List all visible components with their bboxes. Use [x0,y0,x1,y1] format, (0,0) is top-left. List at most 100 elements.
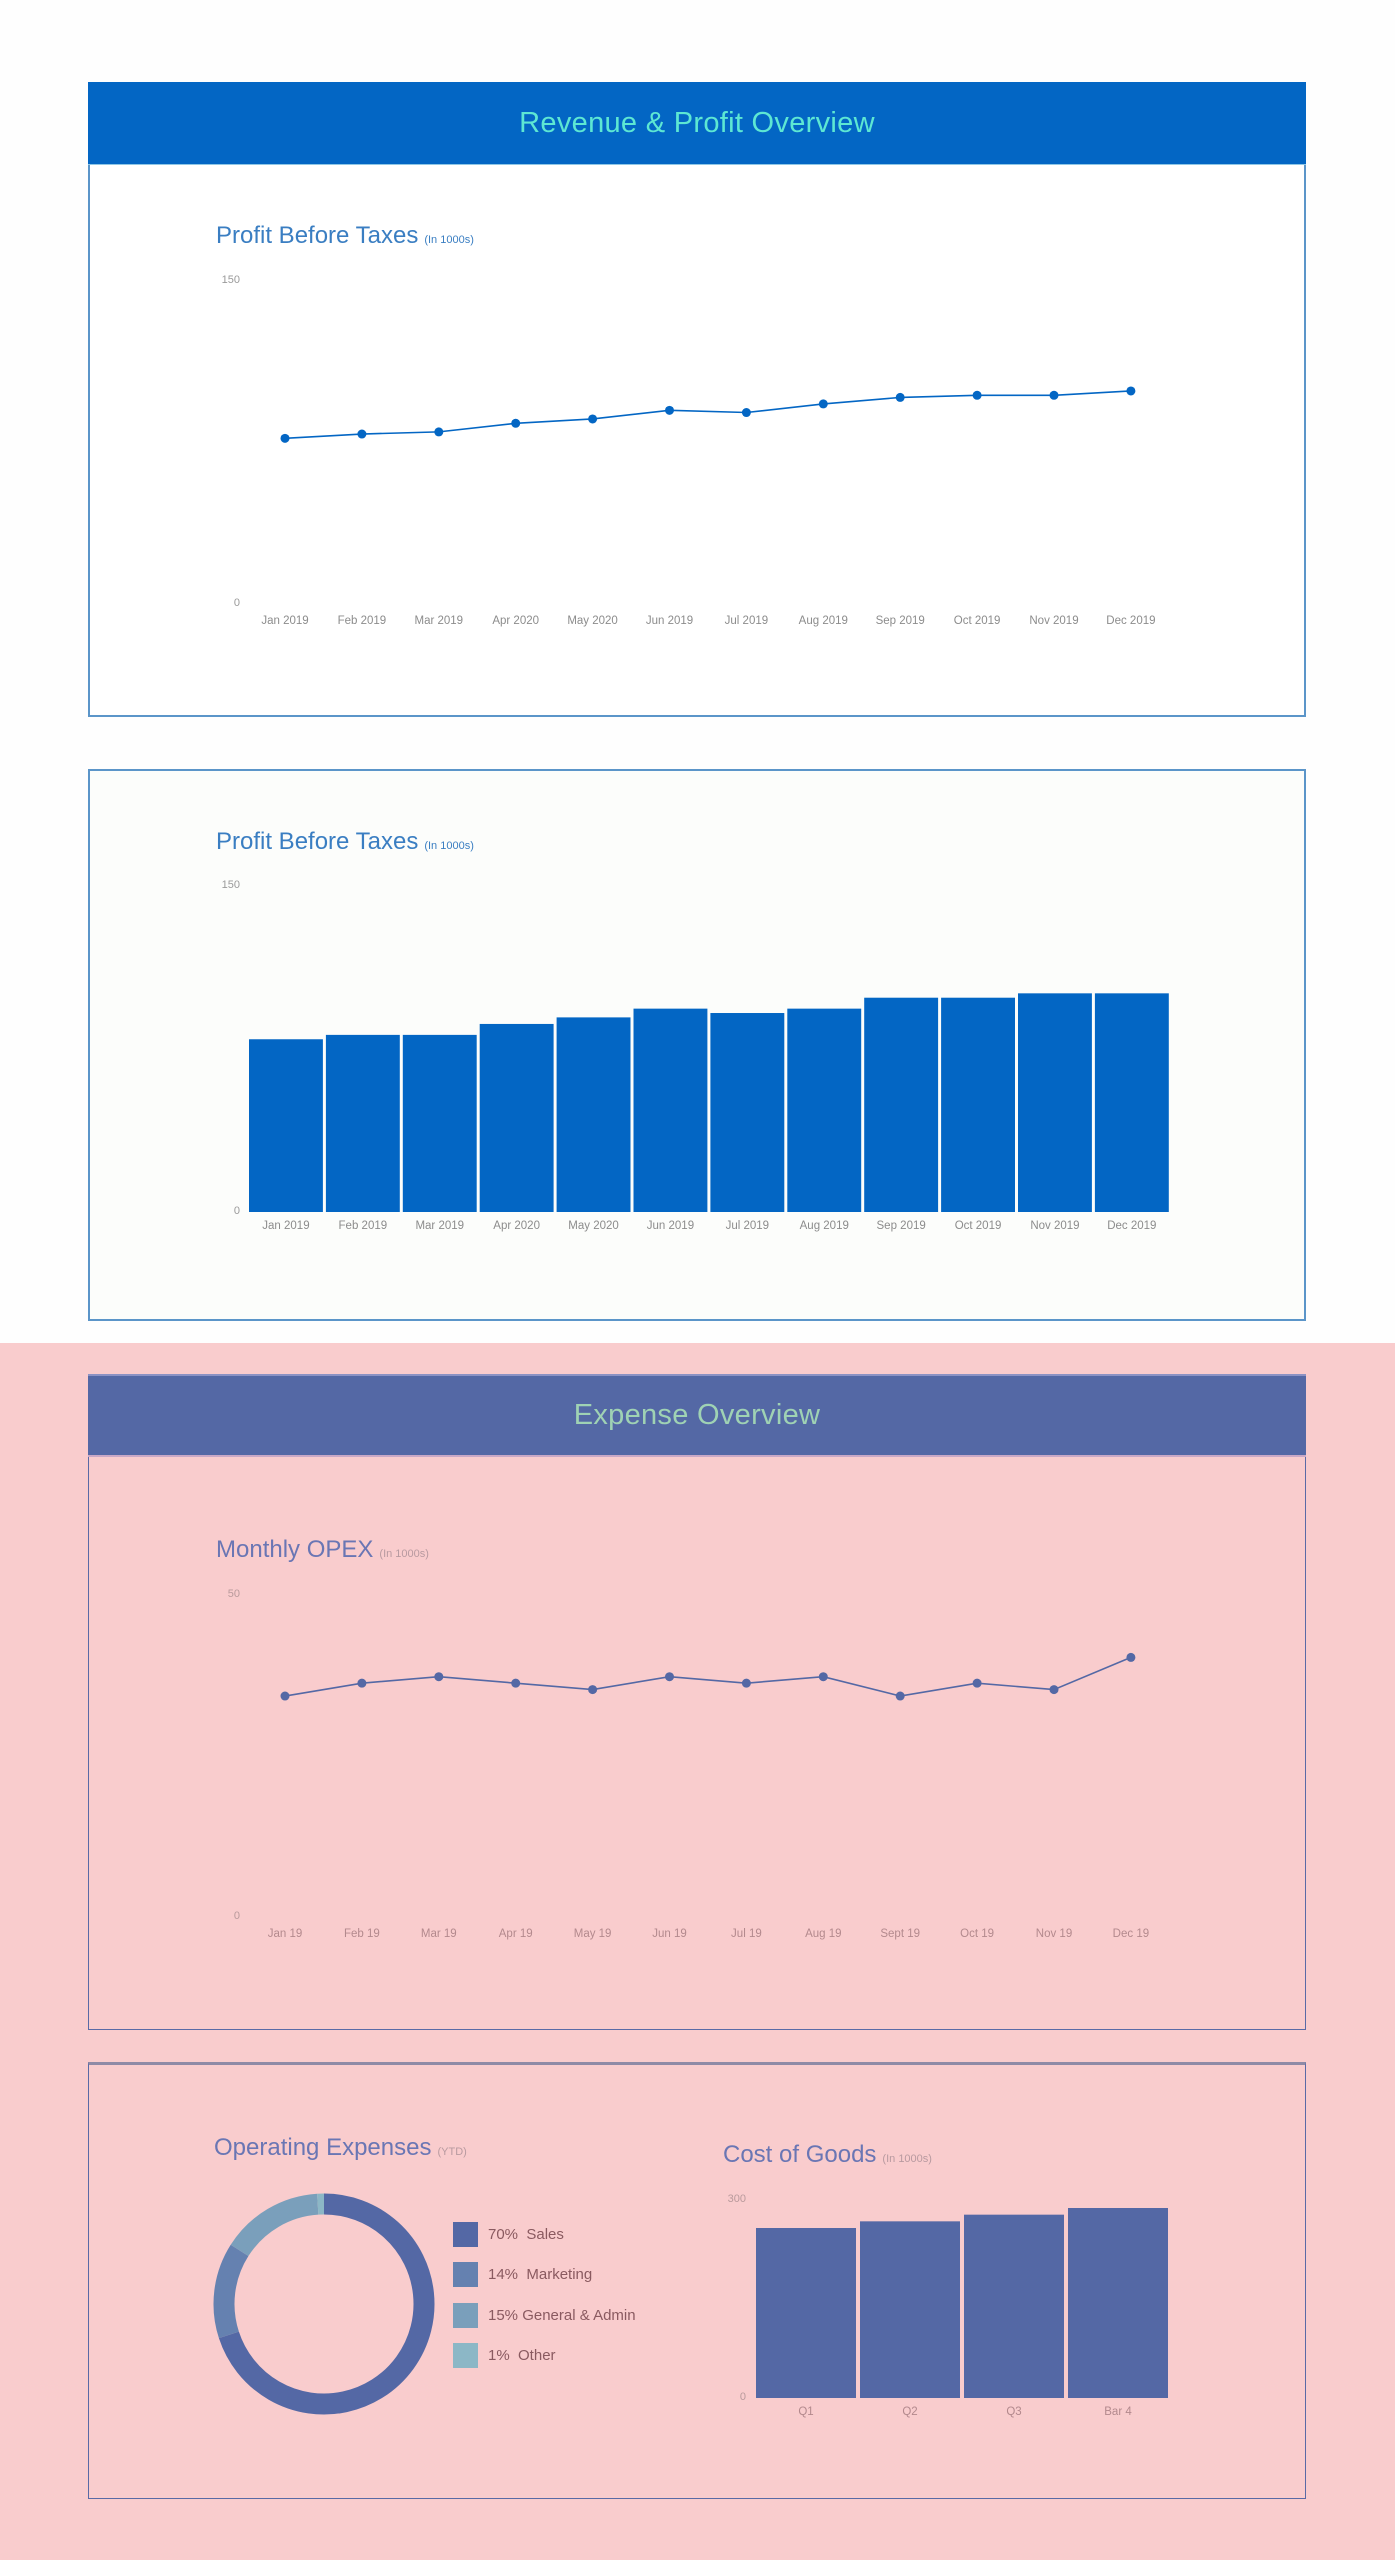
cogs-chart-title: Cost of Goods (In 1000s) [723,2141,932,2168]
data-point[interactable] [1049,390,1059,400]
y-axis-max-label: 150 [222,879,240,891]
x-axis-label: Sep 2019 [876,615,925,627]
revenue-line-card [88,82,1306,717]
x-axis-label: Aug 2019 [799,615,848,627]
profit-line-chart: 150 0 Jan 2019 Feb 2019 Mar 2019 Apr 2020 May … [222,274,1156,627]
bar[interactable] [787,1008,862,1212]
data-point[interactable] [511,1678,521,1688]
data-point[interactable] [511,418,521,428]
x-axis-label: May 2020 [567,615,618,627]
x-axis-label: Jul 2019 [726,1220,769,1232]
x-axis-label: Nov 2019 [1029,615,1078,627]
opex-donut-chart [213,2193,435,2415]
bar[interactable] [1094,993,1169,1212]
bar[interactable] [710,1013,785,1212]
revenue-header-title: Revenue & Profit Overview [519,106,875,139]
x-axis-label: Q2 [902,2406,917,2418]
x-axis-label: Aug 19 [805,1928,841,1940]
y-axis-max-label: 50 [228,1588,240,1600]
cogs-chart-unit: (In 1000s) [882,2153,932,2165]
data-point[interactable] [972,390,982,400]
opex-card [88,1374,1306,2030]
legend-item-other: 1% Other [453,2343,636,2368]
series-line [284,1656,1132,1697]
data-point[interactable] [741,1678,751,1688]
x-axis-label: Jan 2019 [261,615,308,627]
x-axis-label: May 19 [574,1928,612,1940]
y-axis-min-label: 0 [234,1910,240,1922]
bar[interactable] [756,2228,856,2398]
data-point[interactable] [357,429,367,439]
x-axis-label: Jul 19 [731,1928,762,1940]
legend-item-sales: 70% Sales [453,2221,636,2247]
x-axis-label: Apr 2020 [493,1220,540,1232]
bar[interactable] [860,2221,960,2398]
x-axis-label: Jun 2019 [647,1220,694,1232]
data-point[interactable] [665,1672,674,1682]
legend-item-general-admin: 15% General & Admin [453,2302,636,2328]
donut-segment-marketing[interactable] [213,2244,249,2339]
opex-donut-title: Operating Expenses (YTD) [214,2134,467,2161]
series-line [284,390,1131,440]
opex-donut-legend: 70% Sales 14% Marketing 15% General & Ad… [453,2221,636,2384]
data-point[interactable] [588,1685,598,1695]
bar[interactable] [325,1034,400,1212]
data-point[interactable] [895,1691,905,1701]
data-point[interactable] [357,1678,367,1688]
bar[interactable] [402,1034,477,1212]
bar[interactable] [479,1023,554,1212]
donut-segment-sales[interactable] [218,2193,435,2415]
profit-bar-chart-unit: (In 1000s) [424,840,474,852]
data-point[interactable] [434,1672,444,1682]
bar[interactable] [941,997,1015,1212]
profit-line-chart-title: Profit Before Taxes (In 1000s) [216,222,474,249]
x-axis-label: Sep 2019 [877,1220,926,1232]
data-point[interactable] [1126,386,1136,396]
data-point[interactable] [280,1691,290,1701]
bar[interactable] [864,997,939,1212]
x-axis-label: Feb 19 [344,1928,380,1940]
x-axis-label: Mar 2019 [415,615,464,627]
x-axis-label: Bar 4 [1104,2406,1132,2418]
x-axis-label: Jun 19 [652,1928,687,1940]
bar[interactable] [556,1017,631,1212]
y-axis-min-label: 0 [740,2391,746,2403]
x-axis-label: Nov 2019 [1030,1220,1079,1232]
x-axis-label: Nov 19 [1036,1928,1072,1940]
x-axis-label: Feb 2019 [338,615,387,627]
bar[interactable] [249,1039,323,1212]
x-axis-label: Jul 2019 [725,615,768,627]
data-point[interactable] [1049,1685,1059,1695]
x-axis-label: Apr 2020 [492,615,539,627]
legend-swatch-other [453,2343,478,2368]
profit-line-chart-unit: (In 1000s) [424,234,474,246]
legend-swatch-marketing [453,2262,478,2287]
data-point[interactable] [741,408,751,418]
x-axis-label: Oct 2019 [955,1220,1002,1232]
opex-line-chart: 50 0 Jan 19 Feb 19 Mar 19 Apr 19 May 19 Jun 19 J… [228,1588,1149,1940]
data-point[interactable] [665,405,674,415]
y-axis-max-label: 150 [222,274,240,286]
bar[interactable] [633,1008,708,1212]
expense-header: Expense Overview [88,1374,1306,1457]
data-point[interactable] [280,433,290,443]
legend-item-marketing: 14% Marketing [453,2262,636,2287]
data-point[interactable] [1126,1652,1136,1662]
x-axis-label: Oct 19 [960,1928,994,1940]
revenue-header: Revenue & Profit Overview [88,82,1306,165]
y-axis-min-label: 0 [234,597,240,609]
data-point[interactable] [818,399,828,409]
donut-segment-general-admin[interactable] [230,2193,319,2257]
data-point[interactable] [434,427,444,437]
data-point[interactable] [895,392,905,402]
bar[interactable] [1068,2208,1168,2398]
x-axis-label: Mar 2019 [415,1220,464,1232]
data-point[interactable] [588,414,598,424]
x-axis-label: Mar 19 [421,1928,457,1940]
bar[interactable] [1018,993,1092,1212]
bar[interactable] [964,2214,1064,2398]
x-axis-label: Q1 [798,2406,813,2418]
data-point[interactable] [818,1672,828,1682]
x-axis-label: Apr 19 [499,1928,533,1940]
data-point[interactable] [972,1678,982,1688]
